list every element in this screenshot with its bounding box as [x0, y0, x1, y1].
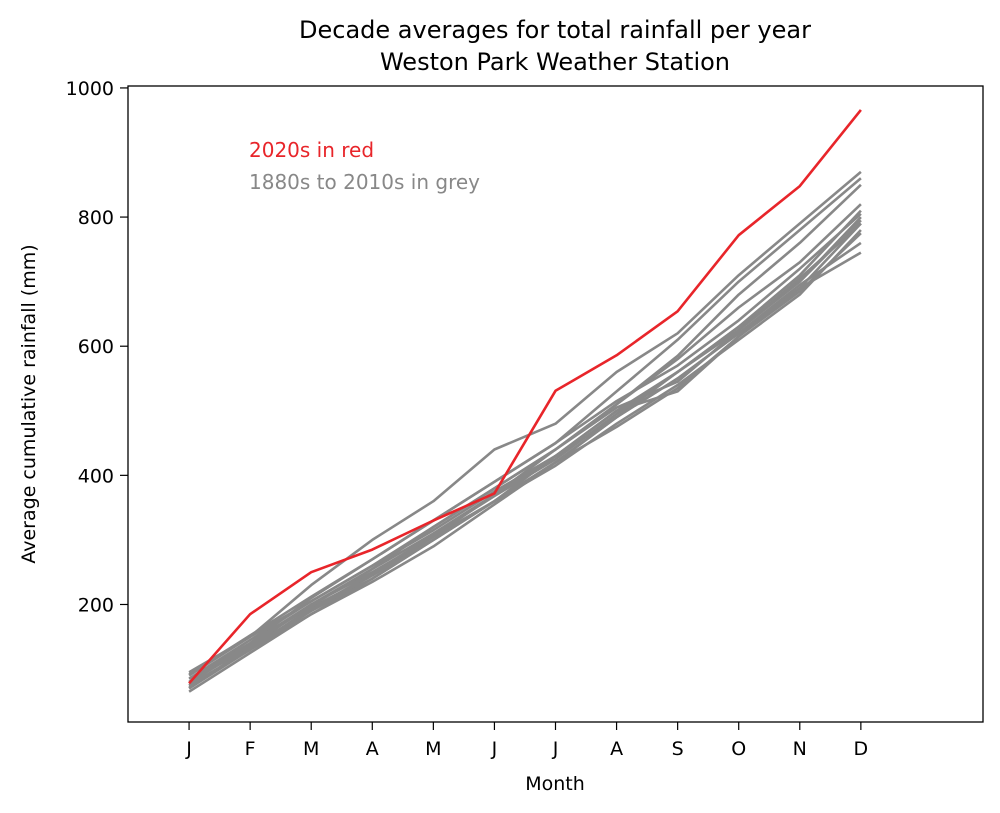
- series-line-2010s: [188, 219, 862, 689]
- x-tick-label: D: [854, 738, 869, 760]
- series-line-1990s: [188, 232, 862, 685]
- x-tick-label: J: [491, 738, 498, 760]
- x-tick-label: S: [672, 738, 684, 760]
- y-tick-label: 1000: [66, 78, 114, 100]
- y-tick-label: 200: [78, 594, 114, 616]
- x-tick-label: A: [366, 738, 379, 760]
- x-tick-label: O: [731, 738, 746, 760]
- red-series-group: [188, 109, 862, 685]
- x-tick-label: N: [793, 738, 807, 760]
- series-line-1880s: [188, 170, 862, 674]
- chart-title: Decade averages for total rainfall per y…: [299, 16, 811, 44]
- y-tick-label: 600: [78, 336, 114, 358]
- x-axis-label: Month: [525, 773, 585, 795]
- annotation-grey: 1880s to 2010s in grey: [249, 170, 480, 194]
- series-line-2020s: [188, 109, 862, 685]
- x-tick-label: M: [425, 738, 441, 760]
- grey-series-group: [188, 170, 862, 693]
- plot-frame: [127, 85, 984, 723]
- y-axis-ticks: 200 400 600 800 1000: [66, 78, 128, 616]
- chart-subtitle: Weston Park Weather Station: [380, 48, 730, 76]
- x-tick-label: M: [303, 738, 319, 760]
- series-line-2000s: [188, 212, 862, 676]
- y-axis-label: Average cumulative rainfall (mm): [18, 244, 40, 563]
- x-tick-label: J: [185, 738, 192, 760]
- y-tick-label: 400: [78, 465, 114, 487]
- series-line-1970s: [188, 241, 862, 687]
- x-tick-label: F: [245, 738, 256, 760]
- x-tick-label: A: [610, 738, 623, 760]
- y-tick-label: 800: [78, 207, 114, 229]
- annotation-red: 2020s in red: [249, 138, 374, 162]
- x-tick-label: J: [552, 738, 559, 760]
